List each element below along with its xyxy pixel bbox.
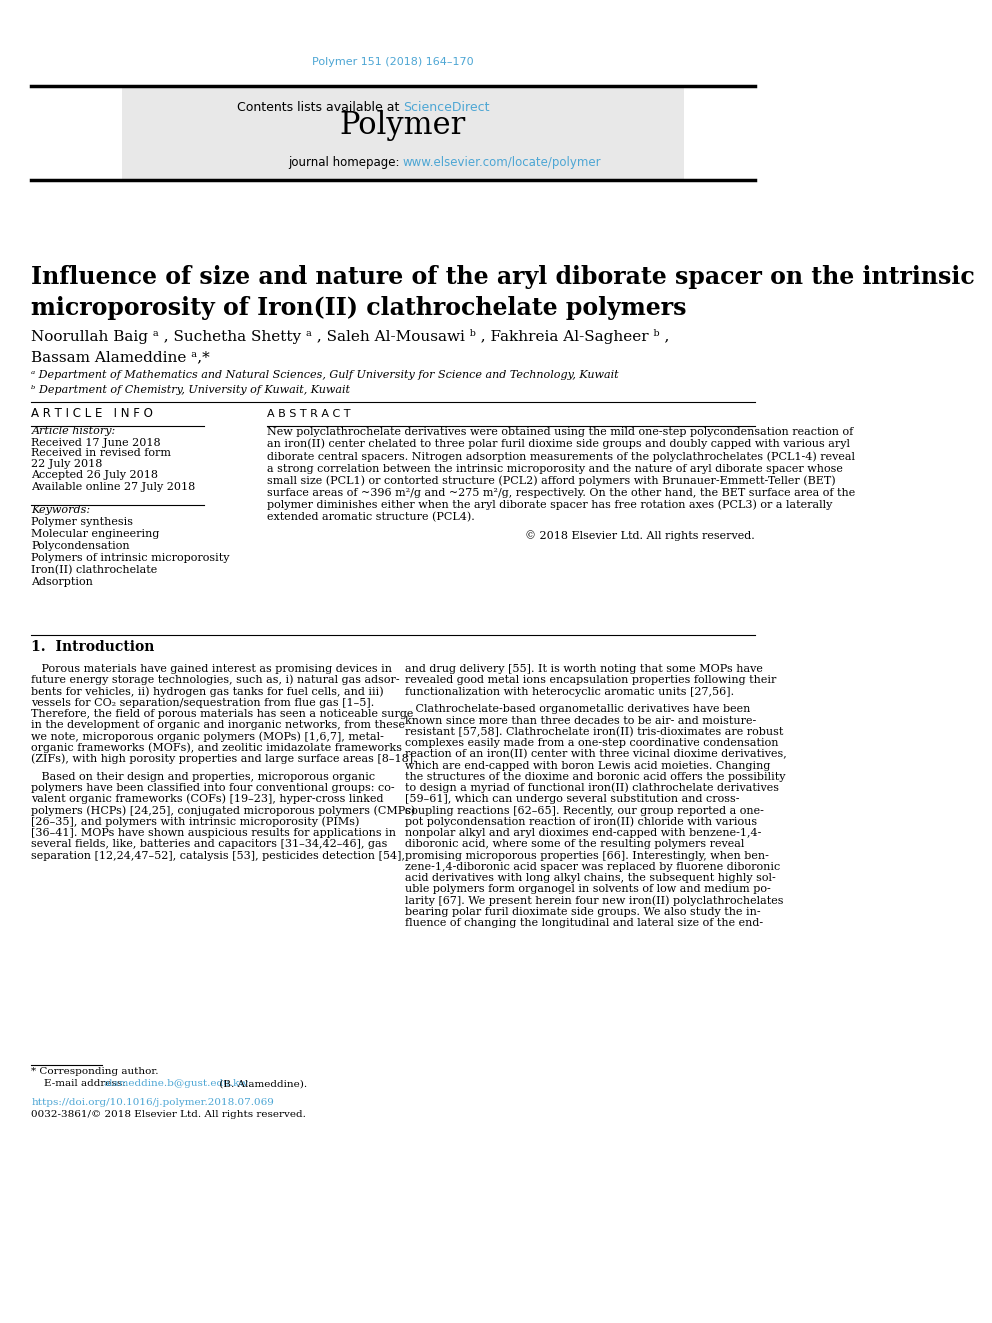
Text: revealed good metal ions encapsulation properties following their: revealed good metal ions encapsulation p… — [405, 675, 777, 685]
Text: Accepted 26 July 2018: Accepted 26 July 2018 — [32, 470, 159, 480]
Text: organic frameworks (MOFs), and zeolitic imidazolate frameworks: organic frameworks (MOFs), and zeolitic … — [32, 742, 403, 753]
Text: pot polycondensation reaction of iron(II) chloride with various: pot polycondensation reaction of iron(II… — [405, 816, 757, 827]
Text: ᵃ Department of Mathematics and Natural Sciences, Gulf University for Science an: ᵃ Department of Mathematics and Natural … — [32, 370, 619, 381]
Text: to design a myriad of functional iron(II) clathrochelate derivatives: to design a myriad of functional iron(II… — [405, 783, 779, 794]
Text: [36–41]. MOPs have shown auspicious results for applications in: [36–41]. MOPs have shown auspicious resu… — [32, 828, 397, 839]
Text: Article history:: Article history: — [32, 426, 116, 437]
Text: https://doi.org/10.1016/j.polymer.2018.07.069: https://doi.org/10.1016/j.polymer.2018.0… — [32, 1098, 275, 1107]
Text: bearing polar furil dioximate side groups. We also study the in-: bearing polar furil dioximate side group… — [405, 906, 761, 917]
Text: A B S T R A C T: A B S T R A C T — [267, 409, 351, 419]
Text: fluence of changing the longitudinal and lateral size of the end-: fluence of changing the longitudinal and… — [405, 918, 763, 929]
Text: known since more than three decades to be air- and moisture-: known since more than three decades to b… — [405, 716, 756, 726]
Text: separation [12,24,47–52], catalysis [53], pesticides detection [54],: separation [12,24,47–52], catalysis [53]… — [32, 851, 406, 861]
Text: Iron(II) clathrochelate: Iron(II) clathrochelate — [32, 565, 158, 576]
Text: reaction of an iron(II) center with three vicinal dioxime derivatives,: reaction of an iron(II) center with thre… — [405, 749, 787, 759]
Text: functionalization with heterocyclic aromatic units [27,56].: functionalization with heterocyclic arom… — [405, 687, 734, 697]
Text: acid derivatives with long alkyl chains, the subsequent highly sol-: acid derivatives with long alkyl chains,… — [405, 873, 776, 884]
Text: bents for vehicles, ii) hydrogen gas tanks for fuel cells, and iii): bents for vehicles, ii) hydrogen gas tan… — [32, 687, 384, 697]
Text: E-mail address:: E-mail address: — [32, 1080, 129, 1089]
Text: Polymer: Polymer — [340, 110, 466, 142]
Text: (B. Alameddine).: (B. Alameddine). — [216, 1080, 308, 1089]
Text: zene-1,4-diboronic acid spacer was replaced by fluorene diboronic: zene-1,4-diboronic acid spacer was repla… — [405, 861, 780, 872]
Text: Available online 27 July 2018: Available online 27 July 2018 — [32, 482, 195, 492]
Text: Polymer synthesis: Polymer synthesis — [32, 517, 134, 528]
Text: Based on their design and properties, microporous organic: Based on their design and properties, mi… — [32, 771, 376, 782]
Text: in the development of organic and inorganic networks, from these: in the development of organic and inorga… — [32, 720, 406, 730]
Text: Polymers of intrinsic microporosity: Polymers of intrinsic microporosity — [32, 553, 230, 564]
Text: 1.  Introduction: 1. Introduction — [32, 640, 155, 654]
Text: nonpolar alkyl and aryl dioximes end-capped with benzene-1,4-: nonpolar alkyl and aryl dioximes end-cap… — [405, 828, 761, 839]
Text: ScienceDirect: ScienceDirect — [403, 101, 489, 114]
Text: Porous materials have gained interest as promising devices in: Porous materials have gained interest as… — [32, 664, 393, 675]
Text: small size (PCL1) or contorted structure (PCL2) afford polymers with Brunauer-Em: small size (PCL1) or contorted structure… — [267, 475, 836, 486]
Text: Received 17 June 2018: Received 17 June 2018 — [32, 438, 161, 448]
Text: an iron(II) center chelated to three polar furil dioxime side groups and doubly : an iron(II) center chelated to three pol… — [267, 439, 850, 450]
Text: Received in revised form: Received in revised form — [32, 448, 172, 459]
Text: larity [67]. We present herein four new iron(II) polyclathrochelates: larity [67]. We present herein four new … — [405, 896, 784, 906]
Text: the structures of the dioxime and boronic acid offers the possibility: the structures of the dioxime and boroni… — [405, 771, 786, 782]
Text: Therefore, the field of porous materials has seen a noticeable surge: Therefore, the field of porous materials… — [32, 709, 414, 720]
Text: A R T I C L E   I N F O: A R T I C L E I N F O — [32, 406, 154, 419]
Text: extended aromatic structure (PCL4).: extended aromatic structure (PCL4). — [267, 512, 475, 523]
FancyBboxPatch shape — [122, 86, 684, 179]
Text: New polyclathrochelate derivatives were obtained using the mild one-step polycon: New polyclathrochelate derivatives were … — [267, 427, 853, 438]
Text: which are end-capped with boron Lewis acid moieties. Changing: which are end-capped with boron Lewis ac… — [405, 761, 771, 771]
Text: vessels for CO₂ separation/sequestration from flue gas [1–5].: vessels for CO₂ separation/sequestration… — [32, 697, 375, 708]
Text: www.elsevier.com/locate/polymer: www.elsevier.com/locate/polymer — [403, 156, 601, 169]
Text: 0032-3861/© 2018 Elsevier Ltd. All rights reserved.: 0032-3861/© 2018 Elsevier Ltd. All right… — [32, 1110, 307, 1119]
Text: Contents lists available at: Contents lists available at — [237, 101, 403, 114]
Text: (ZIFs), with high porosity properties and large surface areas [8–18].: (ZIFs), with high porosity properties an… — [32, 754, 417, 765]
Text: polymer diminishes either when the aryl diborate spacer has free rotation axes (: polymer diminishes either when the aryl … — [267, 500, 832, 511]
Text: polymers have been classified into four conventional groups: co-: polymers have been classified into four … — [32, 783, 395, 794]
Text: Bassam Alameddine ᵃ,*: Bassam Alameddine ᵃ,* — [32, 351, 210, 364]
Text: surface areas of ~396 m²/g and ~275 m²/g, respectively. On the other hand, the B: surface areas of ~396 m²/g and ~275 m²/g… — [267, 488, 855, 499]
Text: a strong correlation between the intrinsic microporosity and the nature of aryl : a strong correlation between the intrins… — [267, 464, 843, 474]
Text: Polymer 151 (2018) 164–170: Polymer 151 (2018) 164–170 — [312, 57, 474, 67]
Text: [26–35], and polymers with intrinsic microporosity (PIMs): [26–35], and polymers with intrinsic mic… — [32, 816, 360, 827]
Text: journal homepage:: journal homepage: — [288, 156, 403, 169]
Text: Polycondensation: Polycondensation — [32, 541, 130, 552]
Text: uble polymers form organogel in solvents of low and medium po-: uble polymers form organogel in solvents… — [405, 884, 771, 894]
Text: valent organic frameworks (COFs) [19–23], hyper-cross linked: valent organic frameworks (COFs) [19–23]… — [32, 794, 384, 804]
Text: Clathrochelate-based organometallic derivatives have been: Clathrochelate-based organometallic deri… — [405, 704, 750, 714]
Text: Keywords:: Keywords: — [32, 505, 90, 516]
Text: 22 July 2018: 22 July 2018 — [32, 459, 103, 470]
Text: complexes easily made from a one-step coordinative condensation: complexes easily made from a one-step co… — [405, 738, 779, 749]
Text: coupling reactions [62–65]. Recently, our group reported a one-: coupling reactions [62–65]. Recently, ou… — [405, 806, 764, 816]
Text: Molecular engineering: Molecular engineering — [32, 529, 160, 540]
Text: [59–61], which can undergo several substitution and cross-: [59–61], which can undergo several subst… — [405, 794, 739, 804]
Text: alameddine.b@gust.edu.kw: alameddine.b@gust.edu.kw — [104, 1080, 249, 1089]
Text: polymers (HCPs) [24,25], conjugated microporous polymers (CMPs): polymers (HCPs) [24,25], conjugated micr… — [32, 806, 416, 816]
Text: microporosity of Iron(II) clathrochelate polymers: microporosity of Iron(II) clathrochelate… — [32, 296, 686, 320]
Text: several fields, like, batteries and capacitors [31–34,42–46], gas: several fields, like, batteries and capa… — [32, 839, 388, 849]
Text: Noorullah Baig ᵃ , Suchetha Shetty ᵃ , Saleh Al-Mousawi ᵇ , Fakhreia Al-Sagheer : Noorullah Baig ᵃ , Suchetha Shetty ᵃ , S… — [32, 329, 670, 344]
Text: ᵇ Department of Chemistry, University of Kuwait, Kuwait: ᵇ Department of Chemistry, University of… — [32, 385, 350, 396]
Text: future energy storage technologies, such as, i) natural gas adsor-: future energy storage technologies, such… — [32, 675, 400, 685]
Text: and drug delivery [55]. It is worth noting that some MOPs have: and drug delivery [55]. It is worth noti… — [405, 664, 763, 675]
Text: Adsorption: Adsorption — [32, 577, 93, 587]
Text: * Corresponding author.: * Corresponding author. — [32, 1068, 159, 1077]
Text: diborate central spacers. Nitrogen adsorption measurements of the polyclathroche: diborate central spacers. Nitrogen adsor… — [267, 451, 855, 462]
Text: diboronic acid, where some of the resulting polymers reveal: diboronic acid, where some of the result… — [405, 839, 744, 849]
Text: © 2018 Elsevier Ltd. All rights reserved.: © 2018 Elsevier Ltd. All rights reserved… — [525, 531, 755, 541]
Text: resistant [57,58]. Clathrochelate iron(II) tris-dioximates are robust: resistant [57,58]. Clathrochelate iron(I… — [405, 726, 784, 737]
Text: we note, microporous organic polymers (MOPs) [1,6,7], metal-: we note, microporous organic polymers (M… — [32, 732, 384, 742]
Text: Influence of size and nature of the aryl diborate spacer on the intrinsic: Influence of size and nature of the aryl… — [32, 266, 975, 290]
Text: promising microporous properties [66]. Interestingly, when ben-: promising microporous properties [66]. I… — [405, 851, 769, 861]
